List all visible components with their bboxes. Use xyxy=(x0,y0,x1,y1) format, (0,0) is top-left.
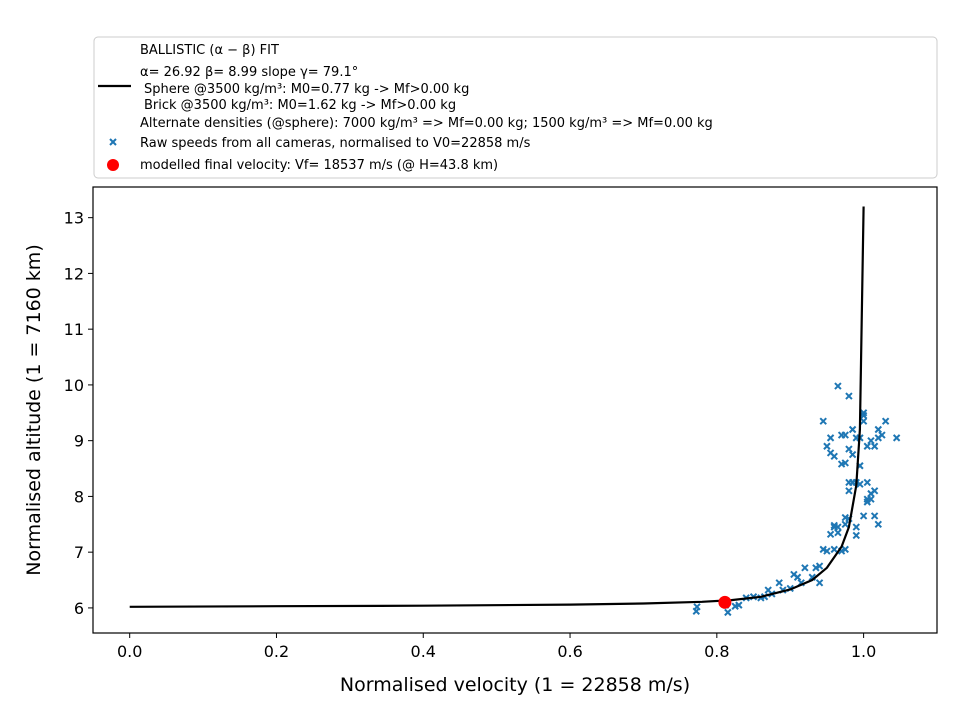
y-axis: 6 7 8 9 10 11 12 13 xyxy=(64,209,93,618)
legend: BALLISTIC (α − β) FIT α= 26.92 β= 8.99 s… xyxy=(93,36,938,179)
raw-speed-point xyxy=(863,442,871,450)
raw-speed-point xyxy=(830,545,838,554)
final-velocity-point xyxy=(718,595,732,609)
raw-speed-point xyxy=(834,528,842,537)
y-tick-label: 8 xyxy=(74,487,84,506)
raw-speed-point xyxy=(815,579,824,587)
legend-raw-marker xyxy=(109,138,117,146)
raw-points-series xyxy=(692,382,901,617)
raw-speed-point xyxy=(859,409,868,417)
y-tick-label: 9 xyxy=(74,432,84,451)
raw-speed-point xyxy=(874,520,882,528)
legend-raw: Raw speeds from all cameras, normalised … xyxy=(140,136,531,151)
raw-speed-point xyxy=(834,523,842,531)
y-tick-label: 11 xyxy=(64,320,84,339)
raw-speed-point xyxy=(859,512,868,520)
raw-speed-point xyxy=(870,487,879,495)
raw-speed-point xyxy=(834,382,842,390)
raw-speed-point xyxy=(724,608,732,617)
raw-speed-point xyxy=(735,601,743,609)
y-tick-label: 6 xyxy=(74,599,84,618)
raw-speed-point xyxy=(848,425,857,434)
raw-speed-point xyxy=(826,530,835,539)
raw-speed-point xyxy=(870,512,879,520)
raw-speed-point xyxy=(823,547,831,555)
raw-speed-point xyxy=(845,392,853,400)
raw-speed-point xyxy=(841,513,849,522)
raw-speed-point xyxy=(867,436,875,445)
fit-curve xyxy=(129,206,865,608)
x-tick-label: 1.0 xyxy=(851,642,876,661)
x-tick-label: 0.8 xyxy=(704,642,729,661)
x-tick-label: 0.4 xyxy=(411,642,436,661)
y-tick-label: 10 xyxy=(64,376,84,395)
x-tick-label: 0.6 xyxy=(557,642,582,661)
raw-speed-point xyxy=(845,445,853,453)
legend-frame xyxy=(93,36,938,179)
raw-speed-point xyxy=(845,487,853,495)
raw-speed-point xyxy=(863,498,871,506)
legend-alternate: Alternate densities (@sphere): 7000 kg/m… xyxy=(140,116,713,131)
legend-final-marker xyxy=(107,159,119,171)
raw-speed-point xyxy=(874,434,882,442)
raw-speed-point xyxy=(693,603,701,611)
y-tick-label: 7 xyxy=(74,543,84,562)
raw-speed-point xyxy=(863,478,871,487)
y-tick-label: 12 xyxy=(64,264,84,283)
raw-speed-point xyxy=(830,452,838,460)
raw-speed-point xyxy=(859,417,868,425)
raw-speed-point xyxy=(819,417,827,425)
legend-sphere: Sphere @3500 kg/m³: M0=0.77 kg -> Mf>0.0… xyxy=(144,82,469,97)
raw-speed-point xyxy=(801,564,809,572)
raw-speed-point xyxy=(793,573,802,581)
legend-final: modelled final velocity: Vf= 18537 m/s (… xyxy=(140,158,498,173)
raw-speed-point xyxy=(841,545,849,554)
x-tick-label: 0.2 xyxy=(264,642,289,661)
raw-speed-point xyxy=(870,442,879,450)
legend-fit-title: BALLISTIC (α − β) FIT xyxy=(140,43,279,58)
legend-brick: Brick @3500 kg/m³: M0=1.62 kg -> Mf>0.00… xyxy=(144,98,456,113)
raw-speed-point xyxy=(815,562,824,570)
raw-speed-point xyxy=(845,478,853,487)
y-axis-label: Normalised altitude (1 = 7160 km) xyxy=(23,244,45,575)
plot-frame xyxy=(92,186,938,634)
raw-speed-point xyxy=(856,480,864,488)
raw-speed-point xyxy=(852,531,860,540)
raw-speed-point xyxy=(826,434,835,442)
raw-speed-point xyxy=(841,431,849,439)
raw-speed-point xyxy=(892,434,901,442)
raw-speed-point xyxy=(823,442,831,450)
legend-fit-params: α= 26.92 β= 8.99 slope γ= 79.1° xyxy=(140,65,358,80)
raw-speed-point xyxy=(852,523,860,531)
raw-speed-point xyxy=(874,425,882,434)
raw-speed-point xyxy=(841,459,849,467)
x-tick-label: 0.0 xyxy=(117,642,142,661)
raw-speed-point xyxy=(841,520,849,528)
raw-speed-point xyxy=(775,579,783,587)
raw-speed-point xyxy=(881,417,890,425)
y-tick-label: 13 xyxy=(64,209,84,228)
raw-speed-point xyxy=(848,450,857,459)
x-axis: 0.0 0.2 0.4 0.6 0.8 1.0 xyxy=(117,633,876,661)
x-axis-label: Normalised velocity (1 = 22858 m/s) xyxy=(340,674,690,696)
